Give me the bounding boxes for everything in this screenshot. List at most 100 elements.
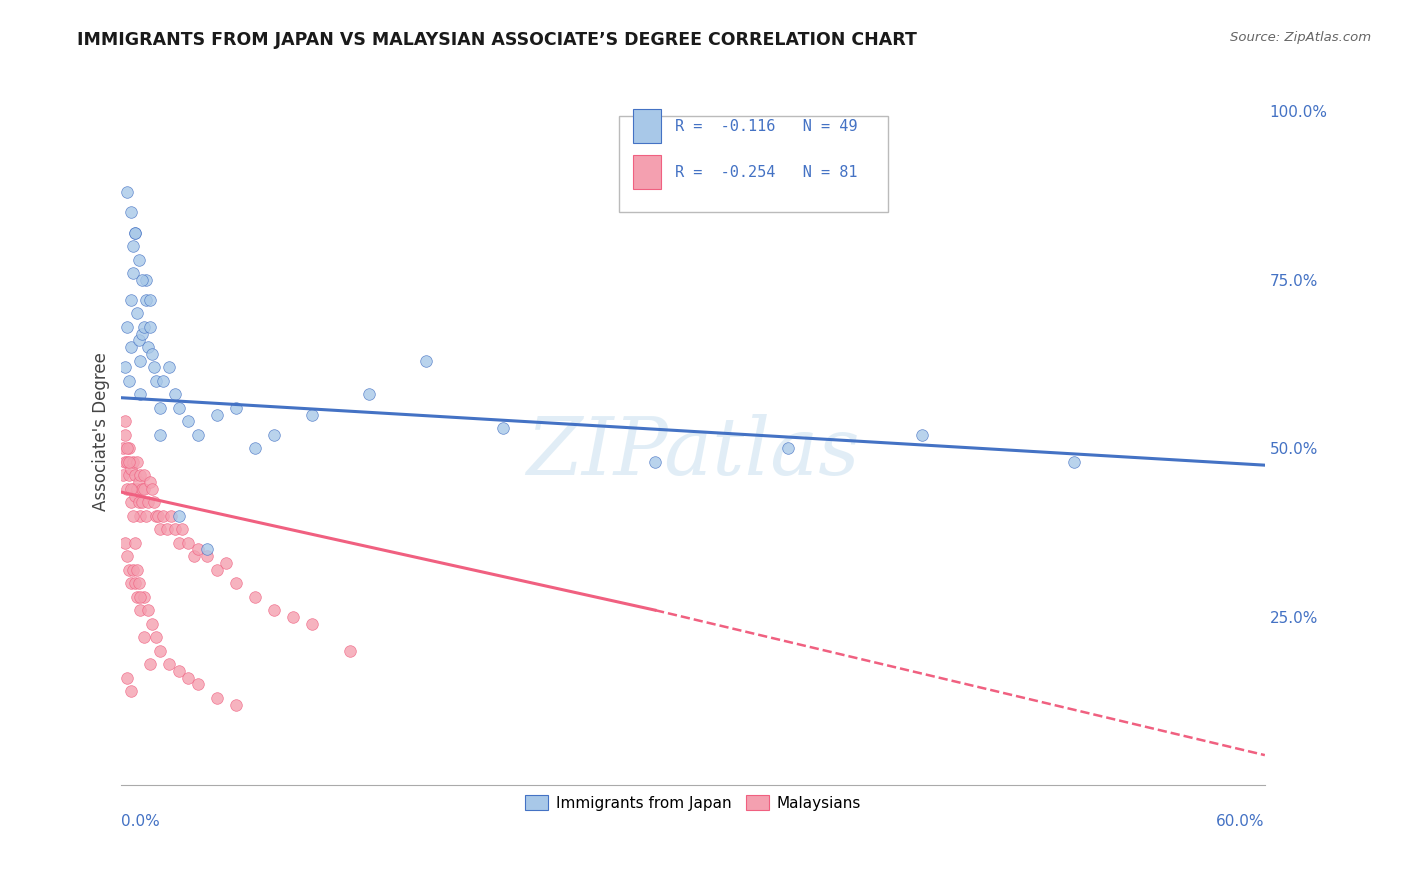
- Point: [145, 630, 167, 644]
- Point: [114, 455, 136, 469]
- Point: [205, 563, 228, 577]
- Text: R =  -0.116   N = 49: R = -0.116 N = 49: [675, 119, 858, 134]
- Point: [148, 643, 170, 657]
- Point: [129, 590, 152, 604]
- Point: [644, 455, 666, 469]
- Point: [148, 427, 170, 442]
- Point: [167, 535, 190, 549]
- Point: [115, 185, 138, 199]
- Point: [172, 522, 194, 536]
- Point: [128, 475, 150, 489]
- Point: [167, 664, 190, 678]
- Point: [114, 360, 136, 375]
- Legend: Immigrants from Japan, Malaysians: Immigrants from Japan, Malaysians: [519, 789, 868, 817]
- Point: [167, 508, 190, 523]
- Point: [243, 442, 266, 456]
- Point: [187, 427, 209, 442]
- Point: [134, 482, 156, 496]
- Point: [118, 563, 141, 577]
- Point: [491, 421, 513, 435]
- Text: 60.0%: 60.0%: [1216, 814, 1265, 829]
- Point: [128, 576, 150, 591]
- Point: [152, 508, 174, 523]
- Point: [129, 468, 152, 483]
- Point: [120, 340, 142, 354]
- Point: [124, 576, 146, 591]
- Point: [135, 293, 157, 307]
- Point: [339, 643, 361, 657]
- Point: [122, 455, 145, 469]
- Point: [281, 610, 304, 624]
- Point: [139, 293, 162, 307]
- Point: [142, 495, 165, 509]
- Point: [205, 408, 228, 422]
- Point: [152, 374, 174, 388]
- Point: [195, 542, 218, 557]
- Point: [122, 266, 145, 280]
- Point: [415, 353, 437, 368]
- Point: [301, 616, 323, 631]
- Point: [112, 468, 135, 483]
- Point: [157, 360, 180, 375]
- Point: [134, 468, 156, 483]
- Point: [136, 495, 159, 509]
- Point: [118, 468, 141, 483]
- Point: [129, 387, 152, 401]
- Point: [124, 535, 146, 549]
- Point: [122, 508, 145, 523]
- Point: [115, 482, 138, 496]
- Point: [115, 442, 138, 456]
- Point: [301, 408, 323, 422]
- Point: [243, 590, 266, 604]
- Point: [136, 340, 159, 354]
- Point: [131, 326, 153, 341]
- Point: [129, 353, 152, 368]
- Point: [263, 427, 285, 442]
- Point: [120, 482, 142, 496]
- Point: [145, 508, 167, 523]
- Point: [112, 442, 135, 456]
- Point: [129, 603, 152, 617]
- Point: [115, 320, 138, 334]
- Point: [135, 508, 157, 523]
- Point: [134, 320, 156, 334]
- Point: [146, 508, 169, 523]
- Point: [118, 455, 141, 469]
- Point: [122, 239, 145, 253]
- Point: [124, 226, 146, 240]
- Point: [177, 671, 200, 685]
- Point: [139, 320, 162, 334]
- Point: [156, 522, 179, 536]
- Point: [125, 563, 148, 577]
- Point: [120, 293, 142, 307]
- Point: [187, 677, 209, 691]
- Point: [131, 495, 153, 509]
- Text: Source: ZipAtlas.com: Source: ZipAtlas.com: [1230, 31, 1371, 45]
- Point: [142, 360, 165, 375]
- Point: [911, 427, 934, 442]
- FancyBboxPatch shape: [619, 116, 887, 212]
- Point: [141, 616, 163, 631]
- Point: [135, 273, 157, 287]
- Point: [125, 455, 148, 469]
- Text: 0.0%: 0.0%: [121, 814, 160, 829]
- Point: [359, 387, 381, 401]
- Point: [114, 427, 136, 442]
- Point: [145, 374, 167, 388]
- Point: [139, 475, 162, 489]
- Point: [157, 657, 180, 671]
- Point: [139, 657, 162, 671]
- Point: [125, 306, 148, 320]
- Point: [125, 590, 148, 604]
- Point: [120, 576, 142, 591]
- Point: [128, 495, 150, 509]
- Text: IMMIGRANTS FROM JAPAN VS MALAYSIAN ASSOCIATE’S DEGREE CORRELATION CHART: IMMIGRANTS FROM JAPAN VS MALAYSIAN ASSOC…: [77, 31, 917, 49]
- Point: [141, 482, 163, 496]
- Point: [120, 461, 142, 475]
- Point: [124, 226, 146, 240]
- Point: [125, 482, 148, 496]
- Point: [778, 442, 800, 456]
- Point: [148, 401, 170, 415]
- Point: [215, 556, 238, 570]
- Point: [167, 401, 190, 415]
